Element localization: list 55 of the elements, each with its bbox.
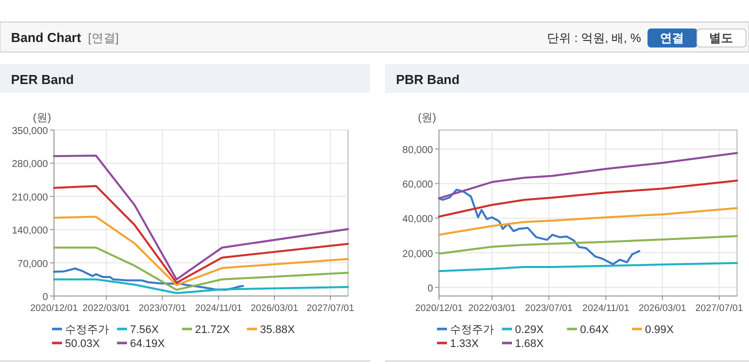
y-tick-label: 70,000 bbox=[17, 258, 48, 270]
legend-label: 1.33X bbox=[450, 338, 480, 350]
y-tick-label: 280,000 bbox=[12, 159, 48, 170]
text: 별도 bbox=[709, 31, 733, 45]
x-tick-label: 2020/12/01 bbox=[415, 303, 463, 314]
x-tick-label: 2024/11/01 bbox=[582, 303, 630, 314]
text: 연결 bbox=[660, 31, 684, 45]
line-series bbox=[438, 152, 738, 200]
x-tick-label: 2020/12/01 bbox=[30, 303, 78, 314]
chart-title: PER Band bbox=[11, 72, 74, 87]
x-tick-label: 2027/07/01 bbox=[306, 303, 354, 314]
y-tick-label: 20,000 bbox=[402, 248, 434, 260]
line-series bbox=[438, 262, 738, 272]
x-tick-label: 2023/07/01 bbox=[138, 303, 186, 314]
line-series bbox=[438, 188, 640, 266]
legend-label: 50.03X bbox=[65, 338, 101, 350]
legend-label: 7.56X bbox=[130, 324, 160, 336]
chart-title: PBR Band bbox=[396, 72, 460, 87]
legend-label: 0.64X bbox=[580, 324, 610, 336]
x-tick-label: 2027/07/01 bbox=[695, 303, 743, 314]
line-series bbox=[53, 216, 349, 286]
y-tick-label: 210,000 bbox=[12, 192, 48, 204]
x-tick-label: 2023/07/01 bbox=[525, 303, 573, 314]
line-series bbox=[53, 154, 349, 280]
x-tick-label: 2024/11/01 bbox=[195, 303, 242, 314]
y-axis-title: (원) bbox=[418, 112, 436, 124]
legend-label: 64.19X bbox=[130, 338, 166, 350]
line-series bbox=[438, 207, 738, 236]
text: Band Chart bbox=[11, 30, 82, 45]
legend-label: 0.99X bbox=[645, 324, 674, 336]
legend-label: 수정주가 bbox=[450, 324, 494, 336]
y-tick-label: 80,000 bbox=[402, 145, 434, 156]
text: [연결] bbox=[88, 31, 119, 45]
y-tick-label: 0 bbox=[42, 292, 48, 303]
text: 단위 : 억원, 배, % bbox=[546, 31, 642, 45]
line-series bbox=[53, 267, 244, 291]
y-tick-label: 0 bbox=[427, 283, 434, 294]
y-tick-label: 140,000 bbox=[12, 226, 48, 237]
x-tick-label: 2026/03/01 bbox=[638, 303, 686, 314]
legend-label: 0.29X bbox=[515, 324, 544, 336]
y-tick-label: 40,000 bbox=[402, 214, 434, 226]
legend-label: 21.72X bbox=[195, 324, 231, 336]
line-series bbox=[438, 180, 738, 218]
y-tick-label: 60,000 bbox=[402, 180, 434, 191]
x-tick-label: 2022/03/01 bbox=[82, 303, 130, 314]
legend-label: 1.68X bbox=[515, 338, 544, 350]
y-axis-title: (원) bbox=[32, 112, 52, 124]
line-series bbox=[438, 235, 738, 255]
line-series bbox=[53, 184, 349, 284]
legend-label: 35.88X bbox=[260, 324, 296, 336]
legend-label: 수정주가 bbox=[65, 324, 109, 336]
x-tick-label: 2022/03/01 bbox=[468, 303, 516, 314]
line-series bbox=[53, 246, 349, 291]
x-tick-label: 2026/03/01 bbox=[250, 303, 298, 314]
y-tick-label: 350,000 bbox=[12, 126, 48, 137]
